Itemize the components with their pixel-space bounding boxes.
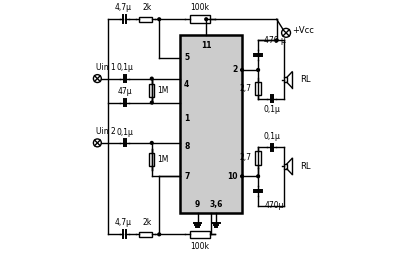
Circle shape bbox=[150, 101, 153, 104]
Text: 2k: 2k bbox=[142, 218, 152, 228]
Circle shape bbox=[150, 141, 153, 144]
Bar bbox=[256, 82, 261, 96]
Text: 2,7: 2,7 bbox=[240, 153, 252, 162]
Text: RL: RL bbox=[300, 162, 311, 171]
Text: 47μ: 47μ bbox=[117, 87, 132, 96]
Circle shape bbox=[257, 175, 260, 178]
Text: 0,1μ: 0,1μ bbox=[116, 128, 133, 137]
Text: 4,7μ: 4,7μ bbox=[115, 3, 132, 12]
Circle shape bbox=[241, 69, 244, 71]
Text: 0,1μ: 0,1μ bbox=[263, 105, 280, 114]
Text: 8: 8 bbox=[184, 142, 190, 151]
Text: Uin 1: Uin 1 bbox=[96, 63, 116, 72]
Circle shape bbox=[205, 18, 208, 21]
Text: 3,6: 3,6 bbox=[209, 200, 223, 209]
Bar bbox=[256, 151, 261, 165]
Text: 2: 2 bbox=[233, 66, 238, 74]
Text: 0,1μ: 0,1μ bbox=[116, 64, 133, 72]
Text: 4: 4 bbox=[184, 80, 190, 89]
Circle shape bbox=[158, 18, 160, 21]
Text: 100k: 100k bbox=[190, 3, 210, 12]
Circle shape bbox=[257, 69, 260, 71]
Bar bbox=[139, 232, 152, 237]
Text: 1M: 1M bbox=[157, 155, 168, 164]
Text: 0,1μ: 0,1μ bbox=[263, 132, 280, 141]
Text: +Vcc: +Vcc bbox=[292, 26, 314, 35]
Text: 11: 11 bbox=[201, 41, 212, 51]
Text: 1: 1 bbox=[184, 114, 190, 123]
Circle shape bbox=[158, 233, 160, 236]
Text: 100k: 100k bbox=[190, 242, 210, 251]
Circle shape bbox=[150, 77, 153, 80]
Text: 10: 10 bbox=[228, 172, 238, 181]
Text: 4,7μ: 4,7μ bbox=[115, 218, 132, 228]
Bar bbox=[190, 15, 210, 23]
Text: RL: RL bbox=[300, 75, 311, 84]
Text: 470μ: 470μ bbox=[264, 201, 284, 210]
Bar bbox=[149, 153, 154, 166]
Circle shape bbox=[241, 175, 244, 178]
Text: 9: 9 bbox=[195, 200, 200, 209]
Bar bbox=[190, 231, 210, 238]
Text: 470 μ: 470 μ bbox=[264, 36, 286, 45]
Text: 7: 7 bbox=[184, 172, 190, 181]
Bar bbox=[284, 77, 287, 82]
Text: 2k: 2k bbox=[142, 3, 152, 12]
Text: 5: 5 bbox=[184, 53, 189, 62]
Text: 2,7: 2,7 bbox=[240, 84, 252, 93]
Text: Uin 2: Uin 2 bbox=[96, 127, 116, 136]
Bar bbox=[284, 164, 287, 169]
Bar bbox=[180, 35, 242, 213]
Bar bbox=[139, 17, 152, 22]
Text: 1M: 1M bbox=[157, 86, 168, 95]
Bar bbox=[149, 84, 154, 98]
Circle shape bbox=[275, 39, 278, 42]
